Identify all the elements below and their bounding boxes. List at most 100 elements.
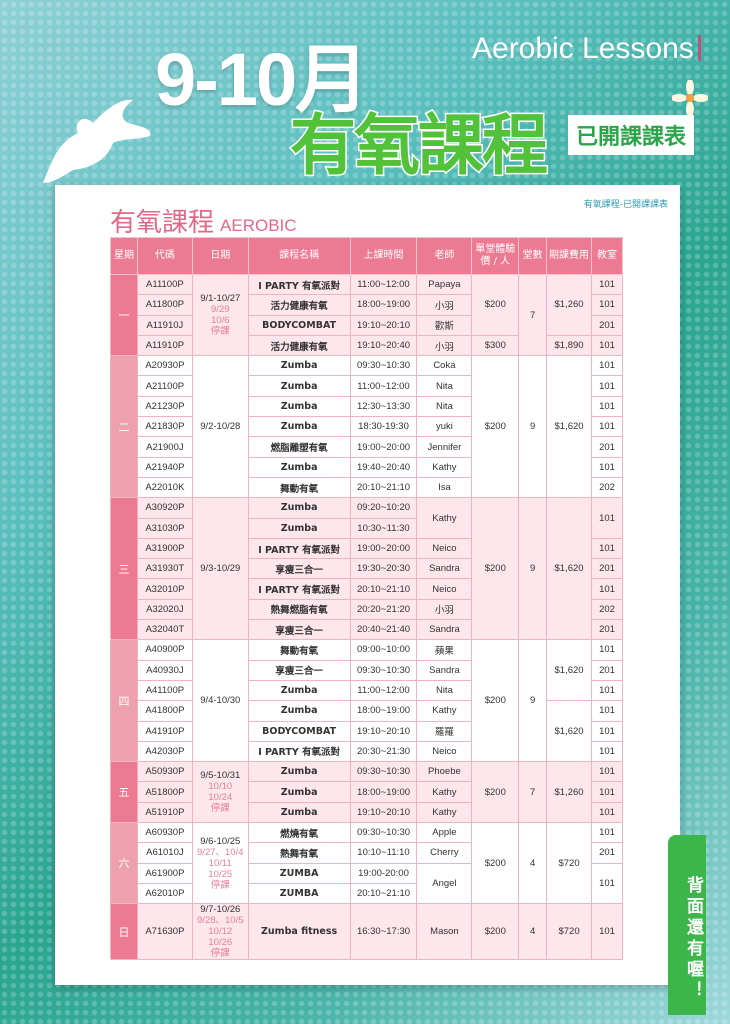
teacher-cell: 蘋果 — [416, 639, 473, 661]
code-cell: A22010K — [136, 476, 193, 499]
sessions-cell: 9 — [518, 355, 548, 499]
cancelled-date: 停課 — [210, 803, 230, 815]
time-cell: 19:30~20:30 — [349, 558, 418, 580]
term-fee-cell: $1,620 — [546, 639, 593, 702]
room-cell: 101 — [591, 720, 623, 742]
teacher-cell: Neico — [416, 578, 473, 600]
course-name-cell: Zumba — [247, 781, 351, 803]
code-cell: A51910P — [136, 801, 193, 824]
room-cell: 101 — [591, 578, 623, 600]
table-row: A51800P Zumba 18:00~19:00 Kathy 101 — [111, 781, 623, 803]
room-cell: 101 — [591, 334, 623, 357]
table-row: A41800P Zumba 18:00~19:00 Kathy $1,620 101 — [111, 700, 623, 763]
table-header: 星期 代碼 日期 課程名稱 上課時間 老師 單堂體驗價 / 人堂數 期課費用 教室 — [110, 237, 623, 275]
course-name-cell: 享瘦三合一 — [247, 619, 351, 641]
trial-price-cell: $200 — [471, 639, 520, 763]
time-cell: 19:00~20:00 — [349, 537, 418, 560]
code-cell: A32040T — [136, 619, 193, 641]
english-heading: Aerobic Lessons — [472, 32, 701, 66]
cancelled-date: 停課 — [210, 948, 230, 960]
time-cell: 09:30~10:30 — [349, 761, 418, 783]
course-name-cell: Zumba fitness — [247, 903, 351, 961]
code-cell: A21830P — [136, 416, 193, 438]
code-cell: A31930T — [136, 558, 193, 580]
term-fee-cell: $1,620 — [546, 355, 593, 499]
time-cell: 11:00~12:00 — [349, 273, 418, 296]
course-name-cell: 活力健康有氧 — [247, 334, 351, 357]
date-cell: 9/4-10/30 — [191, 639, 249, 763]
teacher-cell: yuki — [416, 416, 473, 438]
course-name-cell: 享瘦三合一 — [247, 659, 351, 681]
months-heading: 9-10月 — [155, 38, 369, 121]
teacher-cell: 歡斯 — [416, 314, 473, 336]
room-cell: 101 — [591, 395, 623, 418]
code-cell: A50930P — [136, 761, 193, 783]
teacher-cell: Papaya — [416, 273, 473, 296]
course-name-cell: 燃燒有氧 — [247, 822, 351, 844]
cancelled-date: 10/6 — [211, 315, 230, 327]
date-range: 9/6-10/25 — [200, 835, 241, 847]
date-cell: 9/6-10/25 9/27、10/4 10/11 10/25 停課 — [191, 822, 249, 905]
time-cell: 11:00~12:00 — [349, 375, 418, 397]
room-cell: 201 — [591, 436, 623, 458]
course-name-cell: ZUMBA — [247, 882, 351, 905]
course-name-cell: 享瘦三合一 — [247, 558, 351, 580]
sessions-cell: 9 — [518, 497, 548, 641]
schedule-card: 有氧課程-已開課課表 有氧課程 AEROBIC 星期 代碼 日期 課程名稱 上課時間 老師單… — [55, 185, 680, 985]
course-name-cell: 舞動有氧 — [247, 476, 351, 499]
time-cell: 09:20~10:20 — [349, 497, 418, 519]
column-header: 單堂體驗價 / 人 — [471, 237, 520, 275]
main-title: 有氧課程 — [289, 106, 550, 186]
teacher-cell: Angel — [416, 862, 473, 905]
table-row: A21940P Zumba 19:40~20:40 Kathy 101 — [111, 456, 623, 478]
teacher-cell: Jennifer — [416, 436, 473, 458]
code-cell: A40930J — [136, 659, 193, 681]
course-name-cell: I PARTY 有氧派對 — [247, 740, 351, 763]
time-cell: 09:00~10:00 — [349, 639, 418, 661]
time-cell: 18:00~19:00 — [349, 294, 418, 316]
cancelled-date: 10/25 — [208, 868, 233, 880]
weekday-cell: 一 — [110, 273, 138, 357]
time-cell: 10:10~11:10 — [349, 842, 418, 864]
cancelled-date: 9/27、10/4 — [197, 846, 244, 858]
table-row: A42030P I PARTY 有氧派對 20:30~21:30 Neico 101 — [111, 740, 623, 763]
teacher-cell: Kathy — [416, 456, 473, 478]
course-name-cell: 熱舞有氧 — [247, 842, 351, 864]
teacher-cell: Sandra — [416, 558, 473, 580]
room-cell: 101 — [591, 456, 623, 478]
time-cell: 20:20~21:20 — [349, 598, 418, 621]
trial-price-cell: $200 — [471, 761, 520, 824]
term-fee-cell: $1,620 — [546, 700, 593, 763]
code-cell: A32020J — [136, 598, 193, 621]
course-name-cell: Zumba — [247, 416, 351, 438]
room-cell: 202 — [591, 476, 623, 499]
teacher-cell: Phoebe — [416, 761, 473, 783]
table-row: A51910P Zumba 19:10~20:10 Kathy 101 — [111, 801, 623, 824]
weekday-cell: 四 — [110, 639, 138, 763]
time-cell: 12:30~13:30 — [349, 395, 418, 418]
teacher-cell: Kathy — [416, 497, 473, 539]
code-cell: A21230P — [136, 395, 193, 418]
course-name-cell: 活力健康有氧 — [247, 294, 351, 316]
date-cell: 9/5-10/31 10/10 10/24 停課 — [191, 761, 249, 824]
code-cell: A11910J — [136, 314, 193, 336]
table-row: A61900P ZUMBA 19:00-20:00 Angel 101 — [111, 862, 623, 905]
teacher-cell: Nita — [416, 395, 473, 418]
term-fee-cell: $720 — [546, 822, 593, 905]
column-header: 課程名稱 — [247, 237, 351, 275]
schedule-table: 星期 代碼 日期 課程名稱 上課時間 老師 單堂體驗價 / 人堂數 期課費用 教室 一 A1110… — [110, 237, 623, 961]
course-name-cell: Zumba — [247, 517, 351, 539]
table-row: A31930T 享瘦三合一 19:30~20:30 Sandra 201 — [111, 558, 623, 580]
code-cell: A21100P — [136, 375, 193, 397]
column-header: 老師 — [416, 237, 473, 275]
trial-price-cell: $200 — [471, 822, 520, 905]
table-row: A21100P Zumba 11:00~12:00 Nita 101 — [111, 375, 623, 397]
table-row: 二 A20930P 9/2-10/28 Zumba 09:30~10:30 Coka $20… — [110, 355, 623, 499]
course-name-cell: 熱舞燃脂有氧 — [247, 598, 351, 621]
teacher-cell: 小羽 — [416, 334, 473, 357]
weekday-cell: 日 — [110, 903, 138, 961]
room-cell: 101 — [591, 273, 623, 296]
room-cell: 101 — [591, 862, 623, 905]
time-cell: 19:00~20:00 — [349, 436, 418, 458]
course-name-cell: BODYCOMBAT — [247, 720, 351, 742]
